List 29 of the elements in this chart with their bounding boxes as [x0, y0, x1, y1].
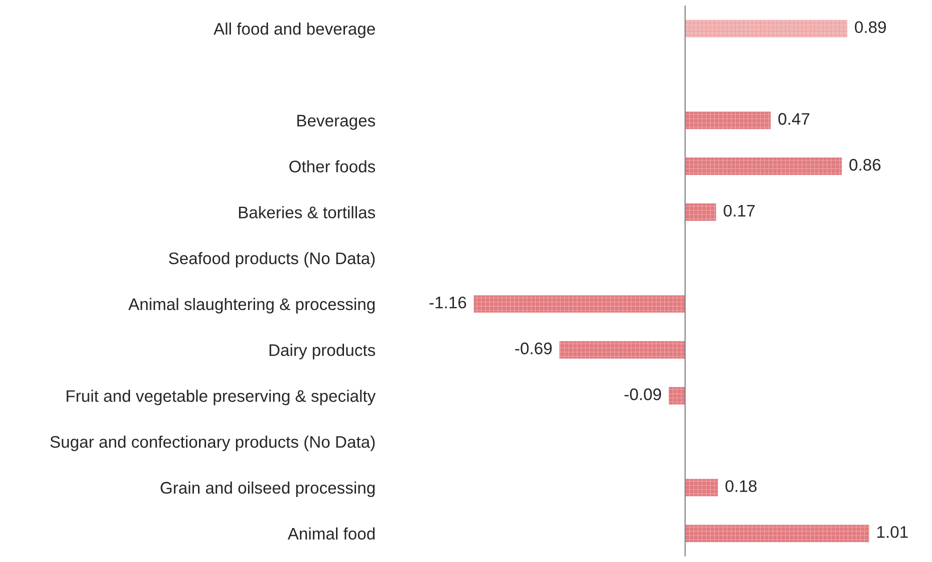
data-label: -1.16 [430, 296, 466, 308]
y-tick-label: All food and beverage [214, 22, 375, 38]
y-tick-label: Grain and oilseed processing [160, 481, 375, 498]
bar [559, 341, 686, 359]
data-label: 0.86 [849, 158, 880, 171]
bar [685, 20, 848, 38]
bar [685, 112, 771, 130]
y-tick-label: Fruit and vegetable preserving & specialty [66, 390, 376, 406]
y-tick-label: Other foods [289, 160, 376, 172]
y-tick-label: Seafood products (No Data) [168, 252, 375, 268]
bar [668, 387, 686, 404]
data-label: 0.89 [854, 21, 886, 34]
bar [685, 203, 716, 221]
bar [474, 295, 686, 313]
bar [685, 158, 842, 175]
y-tick-label: Beverages [297, 114, 376, 130]
data-label: 0.18 [726, 480, 757, 492]
y-tick-label: Sugar and confectionary products (No Data) [50, 436, 375, 452]
data-label: 0.47 [778, 113, 810, 125]
bar [685, 524, 870, 542]
data-label: -0.09 [624, 388, 661, 400]
bar [685, 478, 718, 496]
data-label: 1.01 [877, 526, 908, 538]
y-tick-label: Animal food [288, 527, 375, 540]
y-tick-label: Dairy products [270, 344, 376, 360]
y-tick-label: Bakeries & tortillas [239, 206, 376, 218]
y-tick-label: Animal slaughtering & processing [128, 298, 375, 314]
data-label: -0.69 [515, 342, 552, 354]
data-label: 0.17 [724, 204, 755, 217]
